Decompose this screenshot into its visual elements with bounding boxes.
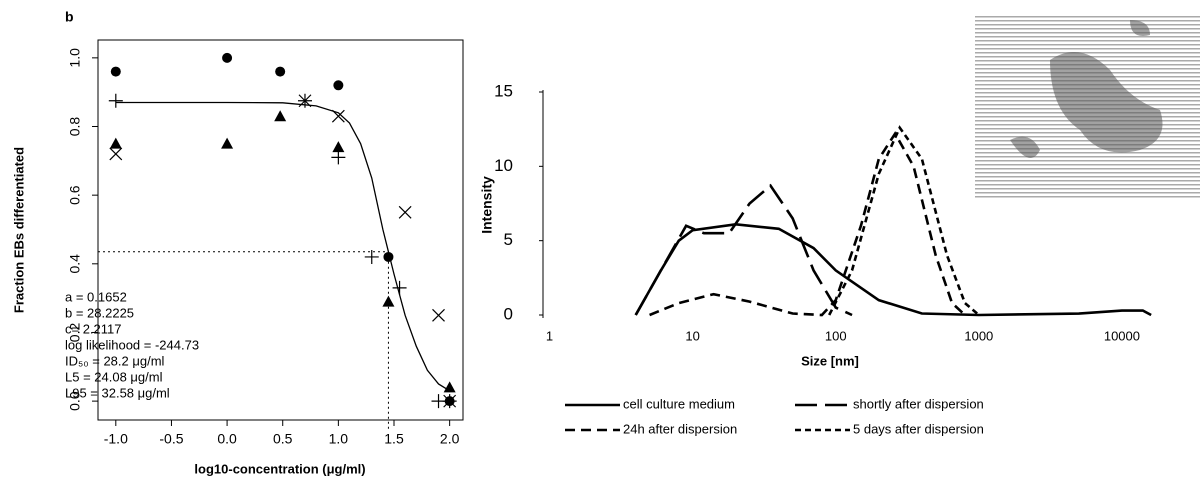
- x-tick-label: 0.5: [273, 431, 293, 447]
- annotation: L95 = 32.58 μg/ml: [65, 385, 170, 400]
- y-tick-label: 0.4: [67, 254, 83, 274]
- legend-label: shortly after dispersion: [853, 396, 984, 411]
- y-tick-label: 10: [494, 156, 513, 175]
- y-tick-label: 0.0: [67, 391, 83, 411]
- annotation: a = 0.1652: [65, 289, 127, 304]
- y-axis-label: Intensity: [479, 176, 495, 234]
- legend-label: cell culture medium: [623, 396, 735, 411]
- legend-label: 5 days after dispersion: [853, 421, 984, 436]
- plus-point: [364, 249, 379, 264]
- series-line: [634, 183, 853, 317]
- x-tick-label: 2.0: [440, 431, 460, 447]
- plus-point: [392, 280, 407, 295]
- x-tick-label: 1.5: [384, 431, 404, 447]
- x-tick-label: 1.0: [329, 431, 349, 447]
- series-line: [634, 223, 1152, 317]
- triangle-point: [221, 137, 234, 149]
- panel-label: b: [65, 9, 74, 25]
- plus-point: [442, 394, 457, 409]
- fitted-curve: [115, 101, 450, 392]
- annotation: b = 28.2225: [65, 305, 134, 320]
- x-point: [398, 205, 412, 219]
- x-tick-label: 1000: [964, 328, 993, 343]
- x-axis-label: Size [nm]: [801, 353, 859, 368]
- annotation: log likelihood = -244.73: [65, 337, 199, 352]
- y-axis-label: Fraction EBs differentiated: [11, 147, 26, 313]
- triangle-point: [382, 295, 395, 307]
- circle-point: [110, 66, 121, 77]
- triangle-point: [109, 137, 122, 149]
- x-tick-label: 0.0: [217, 431, 237, 447]
- x-tick-label: 10000: [1104, 328, 1140, 343]
- x-tick-label: -0.5: [159, 431, 183, 447]
- legend-label: 24h after dispersion: [623, 421, 737, 436]
- plus-point: [297, 93, 312, 108]
- annotation: ID₅₀ = 28.2 μg/ml: [65, 353, 165, 368]
- triangle-point: [443, 381, 456, 393]
- y-tick-label: 0.6: [67, 185, 83, 205]
- triangle-point: [274, 110, 287, 122]
- y-tick-label: 0.2: [67, 323, 83, 343]
- series-line: [649, 131, 966, 317]
- y-tick-label: 0.8: [67, 117, 83, 137]
- triangle-point: [332, 141, 345, 153]
- inset-image: [975, 15, 1200, 200]
- x-point: [109, 147, 123, 161]
- circle-point: [222, 52, 233, 63]
- series-line: [828, 125, 980, 316]
- x-tick-label: 10: [685, 328, 699, 343]
- x-point: [331, 109, 345, 123]
- y-tick-label: 15: [494, 81, 513, 100]
- circle-point: [383, 251, 394, 262]
- y-tick-label: 1.0: [67, 48, 83, 68]
- x-point: [432, 308, 445, 322]
- x-tick-label: 1: [546, 328, 553, 343]
- annotation: c= 2.2117: [65, 321, 122, 336]
- annotation: L5 = 24.08 μg/ml: [65, 369, 163, 384]
- x-tick-label: 100: [825, 328, 847, 343]
- plus-point: [331, 150, 346, 165]
- circle-point: [333, 80, 344, 91]
- x-axis-label: log10-concentration (μg/ml): [194, 461, 365, 476]
- circle-point: [275, 66, 286, 77]
- y-tick-label: 5: [504, 230, 513, 249]
- plus-point: [108, 93, 123, 108]
- x-tick-label: -1.0: [104, 431, 128, 447]
- y-tick-label: 0: [504, 304, 513, 323]
- plot-frame: [97, 39, 464, 421]
